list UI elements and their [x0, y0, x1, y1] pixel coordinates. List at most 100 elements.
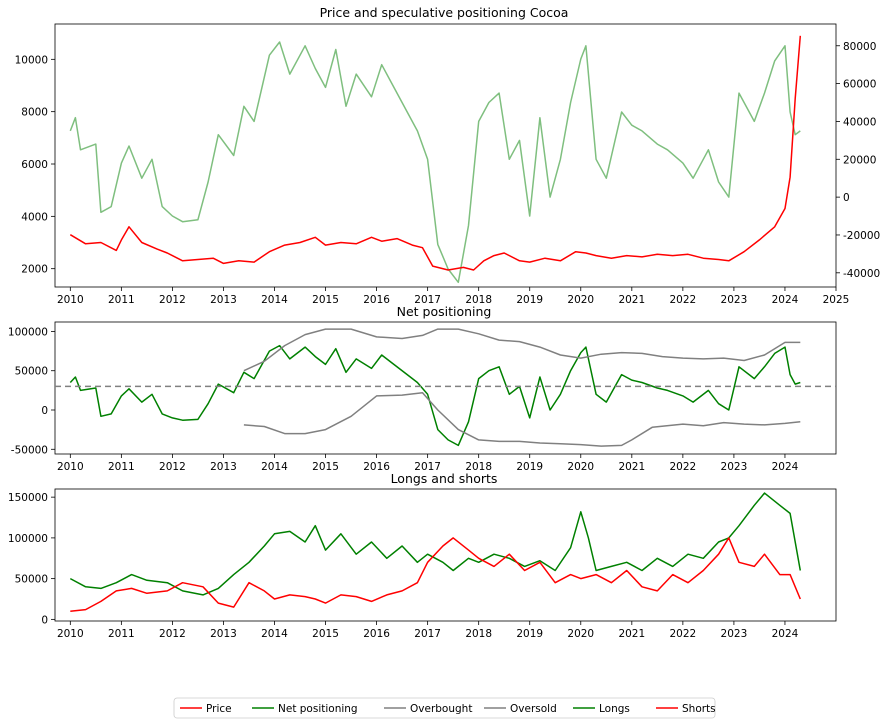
y-tick-label: 4000: [21, 211, 48, 223]
y-tick-label: 50000: [15, 366, 48, 378]
y2-tick-label: 20000: [843, 154, 876, 166]
legend-label: Overbought: [410, 703, 472, 715]
legend-label: Shorts: [682, 703, 716, 715]
y-tick-label: 0: [41, 614, 48, 626]
x-tick-label: 2010: [57, 628, 84, 640]
x-tick-label: 2021: [618, 461, 645, 473]
x-tick-label: 2012: [159, 294, 186, 306]
x-tick-label: 2016: [363, 461, 390, 473]
x-tick-label: 2015: [312, 294, 339, 306]
y2-tick-label: 40000: [843, 116, 876, 128]
y-tick-label: 10000: [15, 54, 48, 66]
y-tick-label: 100000: [8, 326, 48, 338]
panel-net-positioning: Net positioning 2010 2011 2012 2013 2014 2015…: [8, 304, 837, 473]
x-tick-label: 2017: [414, 628, 441, 640]
y-tick-label: 0: [41, 405, 48, 417]
x-tick-label: 2024: [772, 461, 799, 473]
y2-tick-label: 0: [843, 192, 850, 204]
series-longs: [69, 492, 802, 596]
y2-tick-label: 60000: [843, 79, 876, 91]
series-shorts: [70, 537, 801, 612]
y-tick-label: 150000: [8, 492, 48, 504]
x-tick-label: 2013: [210, 461, 237, 473]
x-tick-label: 2011: [108, 628, 135, 640]
x-tick-label: 2022: [669, 294, 696, 306]
x-tick-label: 2025: [823, 294, 850, 306]
panel2-y-axis: -50000 0 50000 100000: [8, 326, 55, 456]
panel2-x-axis: 2010 2011 2012 2013 2014 2015 2016 2017 2018 2019…: [57, 454, 799, 473]
legend-label: Longs: [599, 703, 630, 715]
panel1-y-axis-right: -40000 -20000 0 20000 40000 60000 80000: [836, 41, 880, 280]
panel1-x-axis: 2010 2011 2012 2013 2014 2015 2016 2017 2018 2019…: [57, 287, 849, 306]
panel1-series: [69, 35, 802, 284]
y2-tick-label: -20000: [843, 230, 880, 242]
panel1-title: Price and speculative positioning Cocoa: [320, 5, 569, 20]
series-price: [69, 35, 802, 271]
x-tick-label: 2013: [210, 628, 237, 640]
legend-label: Oversold: [510, 703, 557, 715]
panel3-x-axis: 2010 2011 2012 2013 2014 2015 2016 2017 2018 2019…: [57, 621, 799, 640]
x-tick-label: 2018: [465, 461, 492, 473]
panel-longs-shorts: Longs and shorts 2010 2011 2012 2013 2014 201…: [8, 471, 837, 640]
x-tick-label: 2014: [261, 294, 288, 306]
x-tick-label: 2020: [567, 461, 594, 473]
series-overbought: [243, 328, 801, 372]
x-tick-label: 2011: [108, 294, 135, 306]
x-tick-label: 2015: [312, 461, 339, 473]
panel2-title: Net positioning: [397, 304, 492, 319]
legend-items: Price Net positioning Overbought Oversold Lo…: [180, 703, 716, 715]
x-tick-label: 2010: [57, 294, 84, 306]
x-tick-label: 2019: [516, 461, 543, 473]
x-tick-label: 2016: [363, 628, 390, 640]
y-tick-label: -50000: [11, 444, 48, 456]
y-tick-label: 100000: [8, 533, 48, 545]
x-tick-label: 2019: [516, 294, 543, 306]
x-tick-label: 2020: [567, 294, 594, 306]
x-tick-label: 2014: [261, 628, 288, 640]
panel3-frame: [54, 488, 837, 622]
series-net-positioning-right-axis: [69, 41, 801, 284]
x-tick-label: 2021: [618, 294, 645, 306]
x-tick-label: 2022: [669, 628, 696, 640]
x-tick-label: 2024: [772, 294, 799, 306]
x-tick-label: 2010: [57, 461, 84, 473]
panel3-y-axis: 0 50000 100000 150000: [8, 492, 55, 626]
x-tick-label: 2017: [414, 461, 441, 473]
x-tick-label: 2023: [721, 294, 748, 306]
panel2-series: [55, 328, 836, 447]
x-tick-label: 2013: [210, 294, 237, 306]
x-tick-label: 2012: [159, 461, 186, 473]
legend-label: Net positioning: [278, 703, 358, 715]
series-net-positioning: [69, 344, 801, 447]
panel3-title: Longs and shorts: [391, 471, 498, 486]
x-tick-label: 2018: [465, 294, 492, 306]
x-tick-label: 2018: [465, 628, 492, 640]
x-tick-label: 2014: [261, 461, 288, 473]
y-tick-label: 6000: [21, 159, 48, 171]
x-tick-label: 2022: [669, 461, 696, 473]
x-tick-label: 2024: [772, 628, 799, 640]
y-tick-label: 8000: [21, 107, 48, 119]
series-oversold: [243, 391, 801, 447]
panel-price-positioning: Price and speculative positioning Cocoa …: [15, 5, 881, 306]
x-tick-label: 2021: [618, 628, 645, 640]
panel2-frame: [54, 321, 837, 455]
x-tick-label: 2017: [414, 294, 441, 306]
y-tick-label: 50000: [15, 574, 48, 586]
x-tick-label: 2015: [312, 628, 339, 640]
y2-tick-label: 80000: [843, 41, 876, 53]
x-tick-label: 2019: [516, 628, 543, 640]
legend-box: [173, 697, 716, 719]
y2-tick-label: -40000: [843, 268, 880, 280]
panel3-series: [69, 492, 802, 612]
x-tick-label: 2016: [363, 294, 390, 306]
x-tick-label: 2020: [567, 628, 594, 640]
y-tick-label: 2000: [21, 264, 48, 276]
x-tick-label: 2023: [721, 628, 748, 640]
legend-label: Price: [206, 703, 232, 715]
panel1-y-axis-left: 2000 4000 6000 8000 10000: [15, 54, 55, 276]
x-tick-label: 2011: [108, 461, 135, 473]
panel1-frame: [54, 23, 837, 288]
x-tick-label: 2012: [159, 628, 186, 640]
